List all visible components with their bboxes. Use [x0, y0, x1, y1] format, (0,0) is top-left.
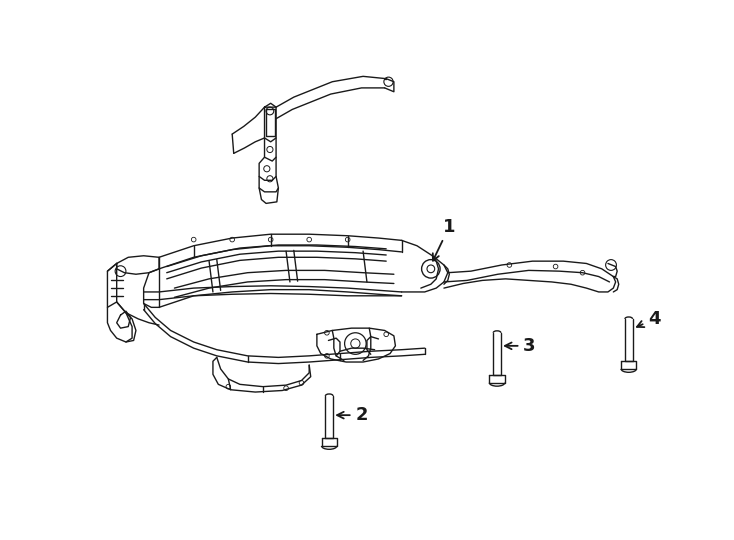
Text: 1: 1 [433, 218, 456, 261]
Text: 3: 3 [505, 337, 536, 355]
Text: 2: 2 [337, 406, 368, 424]
Text: 4: 4 [637, 310, 661, 328]
